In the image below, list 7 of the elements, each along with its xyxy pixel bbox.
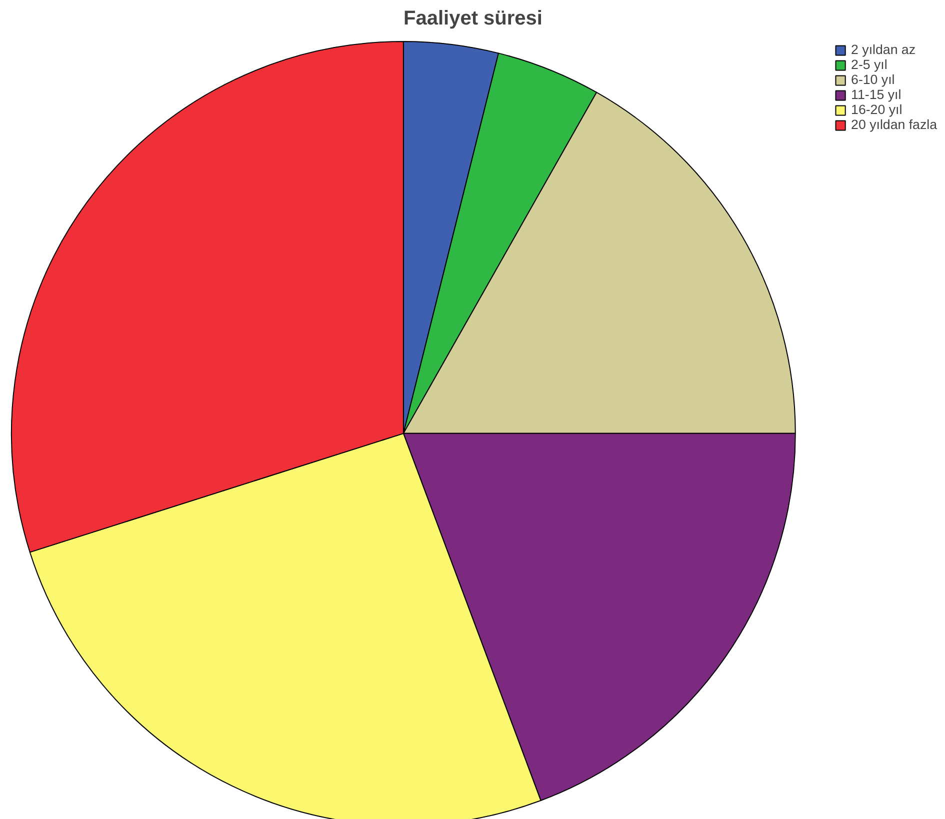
legend-label: 16-20 yıl	[851, 102, 902, 117]
legend-label: 2-5 yıl	[851, 57, 888, 72]
legend-label: 6-10 yıl	[851, 72, 895, 87]
legend-label: 11-15 yıl	[851, 87, 902, 102]
chart-title: Faaliyet süresi	[404, 8, 542, 30]
legend-label: 2 yıldan az	[851, 42, 916, 57]
legend-label: 20 yıldan fazla	[851, 117, 937, 132]
